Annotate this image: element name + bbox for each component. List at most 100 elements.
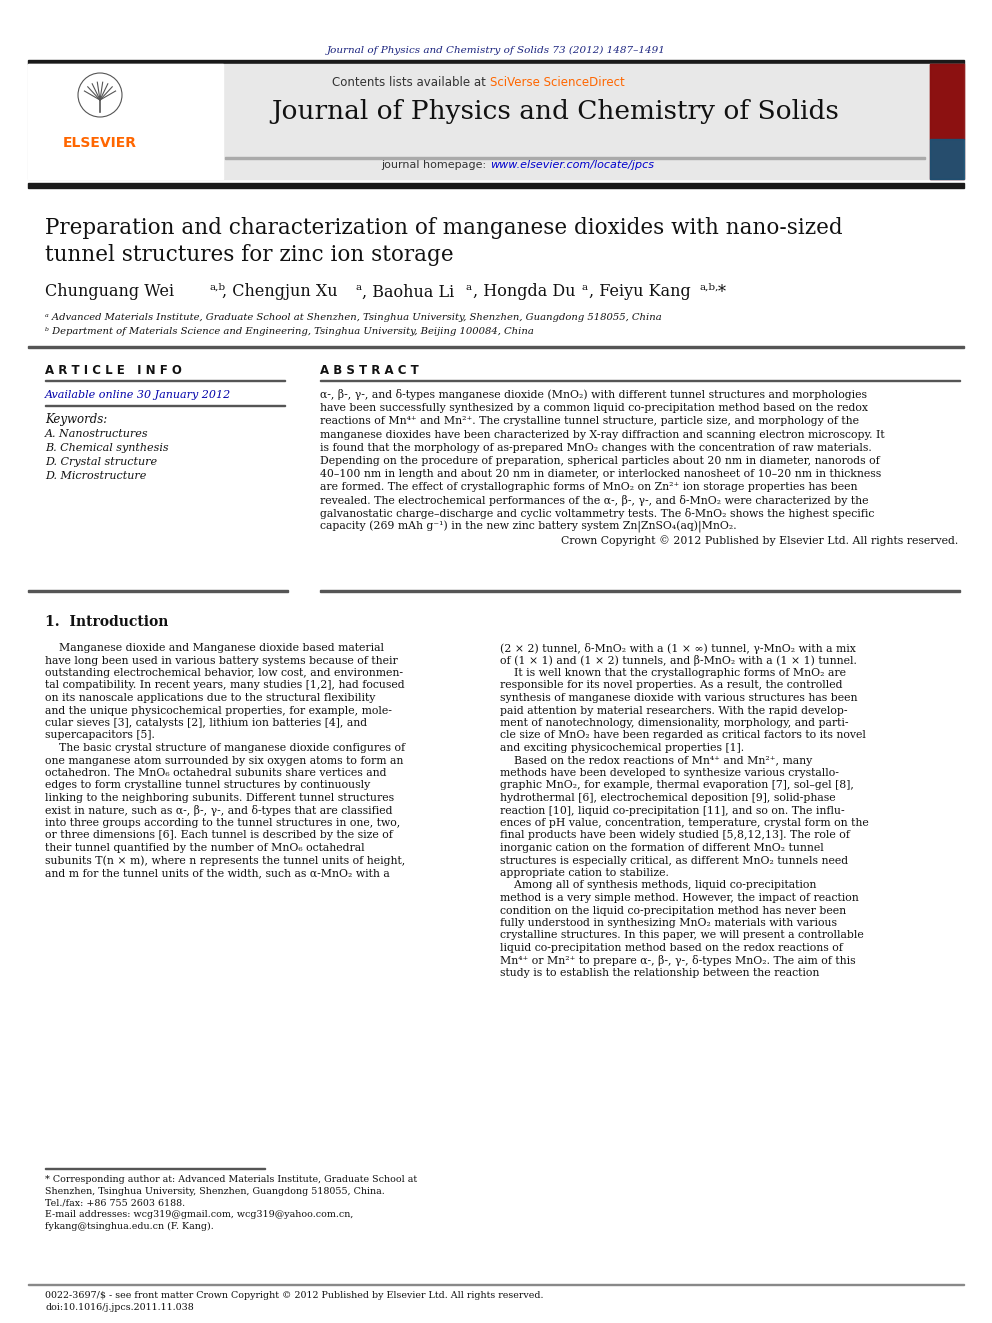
Text: Depending on the procedure of preparation, spherical particles about 20 nm in di: Depending on the procedure of preparatio… xyxy=(320,456,880,466)
Bar xyxy=(28,64,223,179)
Text: of (1 × 1) and (1 × 2) tunnels, and β-MnO₂ with a (1 × 1) tunnel.: of (1 × 1) and (1 × 2) tunnels, and β-Mn… xyxy=(500,655,857,665)
Text: and m for the tunnel units of the width, such as α-MnO₂ with a: and m for the tunnel units of the width,… xyxy=(45,868,390,878)
Text: study is to establish the relationship between the reaction: study is to establish the relationship b… xyxy=(500,968,819,978)
Text: a: a xyxy=(582,283,588,291)
Bar xyxy=(28,183,964,188)
Text: 40–100 nm in length and about 20 nm in diameter, or interlocked nanosheet of 10–: 40–100 nm in length and about 20 nm in d… xyxy=(320,470,881,479)
Bar xyxy=(28,590,288,591)
Text: responsible for its novel properties. As a result, the controlled: responsible for its novel properties. As… xyxy=(500,680,842,691)
Text: Keywords:: Keywords: xyxy=(45,414,107,426)
Text: Contents lists available at: Contents lists available at xyxy=(332,75,490,89)
Text: It is well known that the crystallographic forms of MnO₂ are: It is well known that the crystallograph… xyxy=(500,668,846,677)
Bar xyxy=(28,347,964,348)
Text: , Hongda Du: , Hongda Du xyxy=(473,283,575,300)
Bar xyxy=(28,64,964,179)
Text: ences of pH value, concentration, temperature, crystal form on the: ences of pH value, concentration, temper… xyxy=(500,818,869,828)
Text: manganese dioxides have been characterized by X-ray diffraction and scanning ele: manganese dioxides have been characteriz… xyxy=(320,430,885,439)
Text: Based on the redox reactions of Mn⁴⁺ and Mn²⁺, many: Based on the redox reactions of Mn⁴⁺ and… xyxy=(500,755,812,766)
Text: supercapacitors [5].: supercapacitors [5]. xyxy=(45,730,155,741)
Text: synthesis of manganese dioxide with various structures has been: synthesis of manganese dioxide with vari… xyxy=(500,693,857,703)
Text: www.elsevier.com/locate/jpcs: www.elsevier.com/locate/jpcs xyxy=(490,160,654,169)
Text: exist in nature, such as α-, β-, γ-, and δ-types that are classified: exist in nature, such as α-, β-, γ-, and… xyxy=(45,804,393,816)
Text: tunnel structures for zinc ion storage: tunnel structures for zinc ion storage xyxy=(45,243,453,266)
Text: reaction [10], liquid co-precipitation [11], and so on. The influ-: reaction [10], liquid co-precipitation [… xyxy=(500,806,844,815)
Text: SciVerse ScienceDirect: SciVerse ScienceDirect xyxy=(490,75,625,89)
Text: and the unique physicochemical properties, for example, mole-: and the unique physicochemical propertie… xyxy=(45,705,392,716)
Text: octahedron. The MnO₆ octahedral subunits share vertices and: octahedron. The MnO₆ octahedral subunits… xyxy=(45,767,387,778)
Text: structures is especially critical, as different MnO₂ tunnels need: structures is especially critical, as di… xyxy=(500,856,848,865)
Text: , Chengjun Xu: , Chengjun Xu xyxy=(222,283,337,300)
Text: a,b: a,b xyxy=(210,283,226,291)
Text: 0022-3697/$ - see front matter Crown Copyright © 2012 Published by Elsevier Ltd.: 0022-3697/$ - see front matter Crown Cop… xyxy=(45,1290,544,1299)
Text: D. Crystal structure: D. Crystal structure xyxy=(45,456,157,467)
Text: Chunguang Wei: Chunguang Wei xyxy=(45,283,175,300)
Text: ᵇ Department of Materials Science and Engineering, Tsinghua University, Beijing : ᵇ Department of Materials Science and En… xyxy=(45,328,534,336)
Text: tal compatibility. In recent years, many studies [1,2], had focused: tal compatibility. In recent years, many… xyxy=(45,680,405,691)
Text: subunits T(n × m), where n represents the tunnel units of height,: subunits T(n × m), where n represents th… xyxy=(45,855,406,865)
Text: final products have been widely studied [5,8,12,13]. The role of: final products have been widely studied … xyxy=(500,831,850,840)
Text: graphic MnO₂, for example, thermal evaporation [7], sol–gel [8],: graphic MnO₂, for example, thermal evapo… xyxy=(500,781,854,791)
Text: reactions of Mn⁴⁺ and Mn²⁺. The crystalline tunnel structure, particle size, and: reactions of Mn⁴⁺ and Mn²⁺. The crystall… xyxy=(320,417,859,426)
Text: hydrothermal [6], electrochemical deposition [9], solid-phase: hydrothermal [6], electrochemical deposi… xyxy=(500,792,835,803)
Text: Tel./fax: +86 755 2603 6188.: Tel./fax: +86 755 2603 6188. xyxy=(45,1199,186,1208)
Bar xyxy=(930,64,964,179)
Text: condition on the liquid co-precipitation method has never been: condition on the liquid co-precipitation… xyxy=(500,905,846,916)
Text: linking to the neighboring subunits. Different tunnel structures: linking to the neighboring subunits. Dif… xyxy=(45,792,394,803)
Text: , Feiyu Kang: , Feiyu Kang xyxy=(589,283,690,300)
Text: appropriate cation to stabilize.: appropriate cation to stabilize. xyxy=(500,868,669,878)
Text: journal homepage:: journal homepage: xyxy=(381,160,490,169)
Text: a: a xyxy=(355,283,361,291)
Text: crystalline structures. In this paper, we will present a controllable: crystalline structures. In this paper, w… xyxy=(500,930,864,941)
Text: paid attention by material researchers. With the rapid develop-: paid attention by material researchers. … xyxy=(500,705,847,716)
Text: edges to form crystalline tunnel structures by continuously: edges to form crystalline tunnel structu… xyxy=(45,781,370,791)
Text: , Baohua Li: , Baohua Li xyxy=(362,283,454,300)
Bar xyxy=(930,139,964,179)
Text: a: a xyxy=(466,283,472,291)
Text: method is a very simple method. However, the impact of reaction: method is a very simple method. However,… xyxy=(500,893,859,904)
Bar xyxy=(225,157,925,159)
Text: Mn⁴⁺ or Mn²⁺ to prepare α-, β-, γ-, δ-types MnO₂. The aim of this: Mn⁴⁺ or Mn²⁺ to prepare α-, β-, γ-, δ-ty… xyxy=(500,955,856,966)
Text: α-, β-, γ-, and δ-types manganese dioxide (MnO₂) with different tunnel structure: α-, β-, γ-, and δ-types manganese dioxid… xyxy=(320,389,867,401)
Text: Journal of Physics and Chemistry of Solids 73 (2012) 1487–1491: Journal of Physics and Chemistry of Soli… xyxy=(326,45,666,54)
Text: a,b,: a,b, xyxy=(700,283,719,291)
Text: Crown Copyright © 2012 Published by Elsevier Ltd. All rights reserved.: Crown Copyright © 2012 Published by Else… xyxy=(560,534,958,545)
Text: their tunnel quantified by the number of MnO₆ octahedral: their tunnel quantified by the number of… xyxy=(45,843,365,853)
Text: E-mail addresses: wcg319@gmail.com, wcg319@yahoo.com.cn,: E-mail addresses: wcg319@gmail.com, wcg3… xyxy=(45,1211,353,1218)
Text: A R T I C L E   I N F O: A R T I C L E I N F O xyxy=(45,364,182,377)
Text: Manganese dioxide and Manganese dioxide based material: Manganese dioxide and Manganese dioxide … xyxy=(45,643,384,654)
Text: Shenzhen, Tsinghua University, Shenzhen, Guangdong 518055, China.: Shenzhen, Tsinghua University, Shenzhen,… xyxy=(45,1187,385,1196)
Text: is found that the morphology of as-prepared MnO₂ changes with the concentration : is found that the morphology of as-prepa… xyxy=(320,443,872,452)
Text: Preparation and characterization of manganese dioxides with nano-sized: Preparation and characterization of mang… xyxy=(45,217,842,239)
Text: ment of nanotechnology, dimensionality, morphology, and parti-: ment of nanotechnology, dimensionality, … xyxy=(500,718,848,728)
Text: revealed. The electrochemical performances of the α-, β-, γ-, and δ-MnO₂ were ch: revealed. The electrochemical performanc… xyxy=(320,495,869,507)
Text: liquid co-precipitation method based on the redox reactions of: liquid co-precipitation method based on … xyxy=(500,943,843,953)
Text: into three groups according to the tunnel structures in one, two,: into three groups according to the tunne… xyxy=(45,818,400,828)
Text: D. Microstructure: D. Microstructure xyxy=(45,471,147,482)
Text: are formed. The effect of crystallographic forms of MnO₂ on Zn²⁺ ion storage pro: are formed. The effect of crystallograph… xyxy=(320,483,857,492)
Text: methods have been developed to synthesize various crystallo-: methods have been developed to synthesiz… xyxy=(500,767,839,778)
Text: (2 × 2) tunnel, δ-MnO₂ with a (1 × ∞) tunnel, γ-MnO₂ with a mix: (2 × 2) tunnel, δ-MnO₂ with a (1 × ∞) tu… xyxy=(500,643,856,654)
Bar xyxy=(28,60,964,64)
Text: B. Chemical synthesis: B. Chemical synthesis xyxy=(45,443,169,452)
Text: 1.  Introduction: 1. Introduction xyxy=(45,615,169,628)
Text: on its nanoscale applications due to the structural flexibility: on its nanoscale applications due to the… xyxy=(45,693,375,703)
Bar xyxy=(930,64,964,139)
Text: * Corresponding author at: Advanced Materials Institute, Graduate School at: * Corresponding author at: Advanced Mate… xyxy=(45,1176,417,1184)
Bar xyxy=(320,590,960,591)
Text: doi:10.1016/j.jpcs.2011.11.038: doi:10.1016/j.jpcs.2011.11.038 xyxy=(45,1303,193,1312)
Text: ᵃ Advanced Materials Institute, Graduate School at Shenzhen, Tsinghua University: ᵃ Advanced Materials Institute, Graduate… xyxy=(45,314,662,323)
Text: A. Nanostructures: A. Nanostructures xyxy=(45,429,149,439)
Text: cular sieves [3], catalysts [2], lithium ion batteries [4], and: cular sieves [3], catalysts [2], lithium… xyxy=(45,718,367,728)
Text: *: * xyxy=(718,283,726,300)
Text: cle size of MnO₂ have been regarded as critical factors to its novel: cle size of MnO₂ have been regarded as c… xyxy=(500,730,866,741)
Text: galvanostatic charge–discharge and cyclic voltammetry tests. The δ-MnO₂ shows th: galvanostatic charge–discharge and cycli… xyxy=(320,508,874,520)
Text: have long been used in various battery systems because of their: have long been used in various battery s… xyxy=(45,655,398,665)
Text: fully understood in synthesizing MnO₂ materials with various: fully understood in synthesizing MnO₂ ma… xyxy=(500,918,837,927)
Text: Available online 30 January 2012: Available online 30 January 2012 xyxy=(45,390,231,400)
Text: A B S T R A C T: A B S T R A C T xyxy=(320,364,419,377)
Text: Journal of Physics and Chemistry of Solids: Journal of Physics and Chemistry of Soli… xyxy=(271,99,839,124)
Text: inorganic cation on the formation of different MnO₂ tunnel: inorganic cation on the formation of dif… xyxy=(500,843,823,853)
Text: capacity (269 mAh g⁻¹) in the new zinc battery system Zn|ZnSO₄(aq)|MnO₂.: capacity (269 mAh g⁻¹) in the new zinc b… xyxy=(320,521,737,533)
Text: Among all of synthesis methods, liquid co-precipitation: Among all of synthesis methods, liquid c… xyxy=(500,881,816,890)
Text: and exciting physicochemical properties [1].: and exciting physicochemical properties … xyxy=(500,744,744,753)
